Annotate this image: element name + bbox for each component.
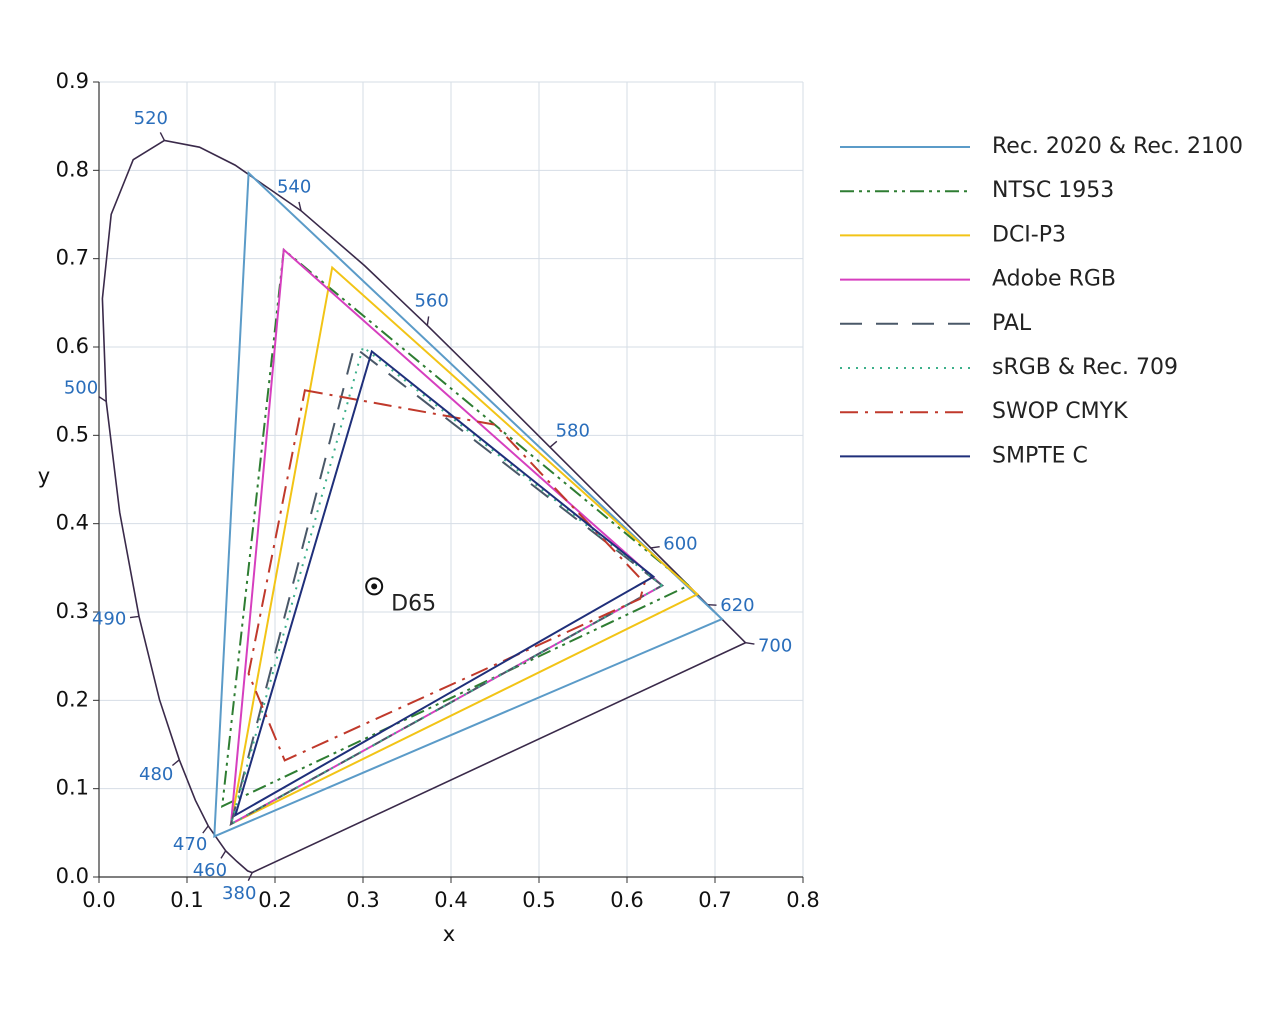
wavelength-label: 580 xyxy=(556,421,590,442)
legend-label: DCI-P3 xyxy=(992,222,1066,247)
spectral-locus xyxy=(101,139,747,874)
wavelength-label: 700 xyxy=(758,635,792,656)
x-tick-label: 0.4 xyxy=(434,888,467,912)
white-point-dot xyxy=(371,583,378,590)
gamut xyxy=(247,389,646,762)
y-tick-label: 0.7 xyxy=(56,246,89,270)
gamut xyxy=(221,247,691,808)
x-tick-label: 0.2 xyxy=(258,888,291,912)
x-tick-label: 0.6 xyxy=(610,888,643,912)
wavelength-tick xyxy=(650,545,660,549)
white-point-label: D65 xyxy=(391,591,436,616)
wavelength-label: 470 xyxy=(173,834,207,855)
y-tick-label: 0.5 xyxy=(56,422,89,446)
x-tick-label: 0.1 xyxy=(170,888,203,912)
wavelength-tick xyxy=(247,872,253,882)
gamut xyxy=(229,345,665,826)
x-tick-label: 0.7 xyxy=(698,888,731,912)
wavelength-tick xyxy=(129,615,140,619)
wavelength-label: 620 xyxy=(720,595,754,616)
wavelength-tick xyxy=(171,759,180,767)
wavelength-tick xyxy=(745,641,755,645)
legend-label: Rec. 2020 & Rec. 2100 xyxy=(992,134,1243,159)
wavelength-label: 490 xyxy=(92,608,126,629)
x-tick-label: 0.8 xyxy=(786,888,819,912)
gamut xyxy=(213,170,724,838)
y-tick-label: 0.8 xyxy=(56,157,89,181)
y-tick-label: 0.1 xyxy=(56,776,89,800)
wavelength-label: 480 xyxy=(139,764,173,785)
y-tick-label: 0.6 xyxy=(56,334,89,358)
wavelength-label: 560 xyxy=(414,291,448,312)
wavelength-label: 600 xyxy=(663,534,697,555)
wavelength-tick xyxy=(707,603,717,606)
wavelength-tick xyxy=(202,825,209,834)
legend-label: SWOP CMYK xyxy=(992,399,1128,424)
y-tick-label: 0.2 xyxy=(56,687,89,711)
gamut xyxy=(229,265,700,826)
legend-label: Adobe RGB xyxy=(992,267,1116,292)
y-tick-label: 0.9 xyxy=(56,69,89,93)
wavelength-label: 540 xyxy=(277,176,311,197)
y-axis-label: y xyxy=(38,464,50,488)
y-tick-label: 0.3 xyxy=(56,599,89,623)
wavelength-tick xyxy=(549,440,558,448)
y-tick-label: 0.0 xyxy=(56,864,89,888)
x-axis-label: x xyxy=(443,922,455,946)
wavelength-label: 380 xyxy=(222,883,256,904)
legend-label: PAL xyxy=(992,311,1032,336)
legend-label: sRGB & Rec. 709 xyxy=(992,355,1178,380)
x-tick-label: 0.5 xyxy=(522,888,555,912)
wavelength-tick xyxy=(426,316,430,326)
wavelength-label: 460 xyxy=(193,860,227,881)
wavelength-label: 520 xyxy=(134,108,168,129)
legend-label: SMPTE C xyxy=(992,443,1088,468)
legend-label: NTSC 1953 xyxy=(992,178,1114,203)
wavelength-tick xyxy=(159,132,166,141)
wavelength-tick xyxy=(98,395,107,403)
x-tick-label: 0.0 xyxy=(82,888,115,912)
y-tick-label: 0.4 xyxy=(56,511,89,535)
gamut xyxy=(233,349,656,818)
x-tick-label: 0.3 xyxy=(346,888,379,912)
wavelength-label: 500 xyxy=(64,377,98,398)
wavelength-tick xyxy=(298,201,302,211)
wavelength-tick xyxy=(220,850,227,859)
